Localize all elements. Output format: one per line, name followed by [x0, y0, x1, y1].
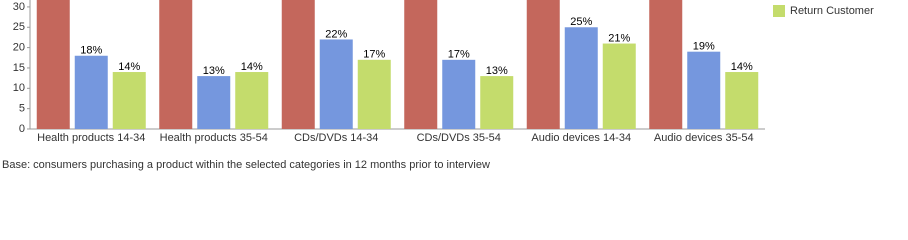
legend-label: Return Customer [790, 5, 874, 17]
value-label: 14% [731, 61, 753, 73]
bar [36, 0, 70, 129]
legend-swatch [773, 5, 785, 17]
bar [442, 59, 476, 129]
footnote: Base: consumers purchasing a product wit… [2, 159, 490, 171]
value-label: 14% [241, 61, 263, 73]
bar [649, 0, 683, 129]
value-label: 17% [448, 49, 470, 61]
bar [74, 55, 108, 129]
bar [687, 51, 721, 129]
x-tick-label: Health products 35-54 [160, 132, 268, 144]
value-label: 25% [570, 16, 592, 28]
chart: Base: consumers purchasing a product wit… [2, 0, 874, 171]
y-tick-label: 20 [13, 42, 25, 54]
bar [159, 0, 193, 129]
bar [235, 72, 269, 129]
x-tick-label: CDs/DVDs 14-34 [294, 132, 378, 144]
bar [725, 72, 759, 129]
y-tick-label: 0 [19, 123, 25, 135]
x-tick-label: CDs/DVDs 35-54 [417, 132, 501, 144]
value-label: 19% [693, 41, 715, 53]
value-label: 14% [118, 61, 140, 73]
bar [319, 39, 353, 129]
value-label: 17% [363, 49, 385, 61]
value-label: 22% [325, 28, 347, 40]
bar [480, 76, 514, 129]
value-label: 18% [80, 45, 102, 57]
bar [281, 0, 315, 129]
bar [564, 27, 598, 129]
value-label: 13% [203, 65, 225, 77]
bar [526, 0, 560, 129]
x-tick-label: Audio devices 14-34 [531, 132, 631, 144]
x-tick-label: Audio devices 35-54 [654, 132, 754, 144]
y-tick-label: 30 [13, 1, 25, 13]
bar [602, 43, 636, 129]
bar [404, 0, 438, 129]
bar [357, 59, 391, 129]
bar [112, 72, 146, 129]
y-tick-label: 5 [19, 103, 25, 115]
y-tick-label: 10 [13, 82, 25, 94]
x-tick-label: Health products 14-34 [37, 132, 145, 144]
y-tick-label: 15 [13, 62, 25, 74]
y-tick-label: 25 [13, 21, 25, 33]
value-label: 13% [486, 65, 508, 77]
bar [197, 76, 231, 129]
value-label: 21% [608, 32, 630, 44]
